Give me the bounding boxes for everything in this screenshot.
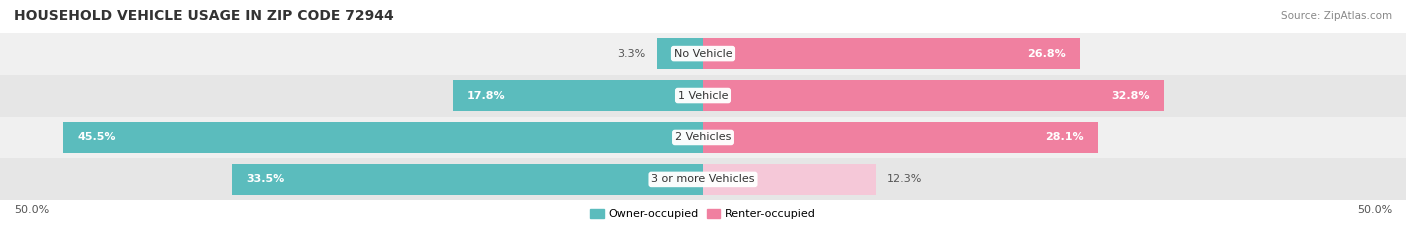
Text: 50.0%: 50.0%: [1357, 205, 1392, 215]
Text: 1 Vehicle: 1 Vehicle: [678, 91, 728, 100]
Bar: [703, 38, 1080, 69]
Bar: [0, 33, 1406, 75]
Bar: [703, 80, 1164, 111]
Text: 32.8%: 32.8%: [1112, 91, 1150, 100]
Text: 12.3%: 12.3%: [887, 175, 922, 184]
Bar: [0, 75, 1406, 116]
Bar: [703, 164, 876, 195]
Text: 45.5%: 45.5%: [77, 133, 115, 142]
Bar: [657, 38, 703, 69]
Bar: [453, 80, 703, 111]
Bar: [63, 122, 703, 153]
Text: 3 or more Vehicles: 3 or more Vehicles: [651, 175, 755, 184]
Bar: [232, 164, 703, 195]
Text: 50.0%: 50.0%: [14, 205, 49, 215]
Legend: Owner-occupied, Renter-occupied: Owner-occupied, Renter-occupied: [586, 204, 820, 224]
Bar: [0, 116, 1406, 158]
Text: No Vehicle: No Vehicle: [673, 49, 733, 58]
Text: 28.1%: 28.1%: [1046, 133, 1084, 142]
Text: 2 Vehicles: 2 Vehicles: [675, 133, 731, 142]
Bar: [0, 158, 1406, 200]
Text: 3.3%: 3.3%: [617, 49, 645, 58]
Text: 26.8%: 26.8%: [1026, 49, 1066, 58]
Bar: [703, 122, 1098, 153]
Text: 33.5%: 33.5%: [246, 175, 284, 184]
Text: Source: ZipAtlas.com: Source: ZipAtlas.com: [1281, 11, 1392, 21]
Text: HOUSEHOLD VEHICLE USAGE IN ZIP CODE 72944: HOUSEHOLD VEHICLE USAGE IN ZIP CODE 7294…: [14, 9, 394, 23]
Text: 17.8%: 17.8%: [467, 91, 505, 100]
